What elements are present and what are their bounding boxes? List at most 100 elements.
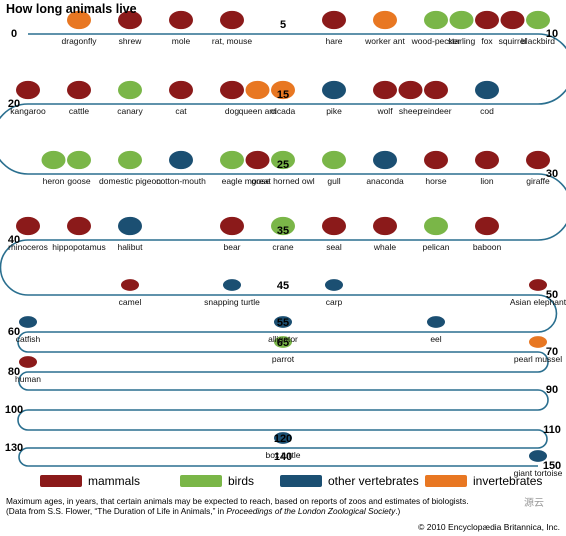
animal-label-shrew: shrew [118,36,142,46]
animal-icon-giraffe [526,150,550,170]
animal-label-hare: hare [325,36,343,46]
animal-label-catfish: catfish [15,334,41,344]
animal-icon-pelican [424,216,448,236]
animal-label-asian-elephant: Asian elephant [509,297,566,307]
year-marker-60: 60 [7,326,21,338]
legend-label-invertebrates: invertebrates [473,474,543,488]
year-marker-5: 5 [279,19,287,31]
animal-label-rhinoceros: rhinoceros [8,242,48,252]
animal-label-whale: whale [373,242,397,252]
animal-label-halibut: halibut [117,242,143,252]
year-marker-45: 45 [276,280,290,292]
year-marker-20: 20 [7,98,21,110]
animal-label-alligator: alligator [268,334,298,344]
animal-label-bear: bear [223,242,241,252]
legend: mammals birds other vertebrates inverteb… [40,474,560,490]
animal-icon-giant-tortoise [529,450,547,462]
animal-label-kangaroo: kangaroo [10,106,46,116]
animal-icon-eagle [220,150,244,170]
animal-label-mole: mole [171,36,191,46]
animal-icon-fox [475,10,499,30]
animal-label-squirrel: squirrel [498,36,527,46]
animal-label-gull: gull [327,176,341,186]
animal-icon-mole [169,10,193,30]
animal-icon-eel [427,316,445,328]
animal-label-crane: crane [272,242,294,252]
legend-item-other-vertebrates: other vertebrates [280,474,419,488]
animal-label-camel: camel [118,297,142,307]
legend-item-birds: birds [180,474,254,488]
animal-icon-hippopotamus [67,216,91,236]
animal-icon-anaconda [373,150,397,170]
animal-icon-cicada [271,80,295,100]
year-marker-65: 65 [276,337,290,349]
year-marker-55: 55 [276,317,290,329]
animal-icon-pike [322,80,346,100]
animal-icon-horse [424,150,448,170]
animal-icon-carp [325,279,343,291]
year-marker-35: 35 [276,225,290,237]
animal-icon-blackbird [526,10,550,30]
year-marker-15: 15 [276,89,290,101]
animal-icon-domestic-pigeon [118,150,142,170]
animal-icon-wolf [373,80,397,100]
legend-label-mammals: mammals [88,474,141,488]
animal-label-moose: moose [244,176,271,186]
animal-icon-cattle [67,80,91,100]
year-marker-25: 25 [276,159,290,171]
animal-icon-canary [118,80,142,100]
year-marker-30: 30 [545,168,559,180]
animal-label-hippopotamus: hippopotamus [52,242,106,252]
animal-icon-snapping-turtle [223,279,241,291]
legend-swatch-mammals [40,475,82,487]
animal-icon-whale [373,216,397,236]
animal-icon-goose [67,150,91,170]
animal-label-cotton-mouth: cotton-mouth [156,176,206,186]
animal-icon-heron [41,150,66,170]
animal-label-anaconda: anaconda [366,176,404,186]
animal-icon-hare [322,10,346,30]
track-line [0,33,566,467]
year-marker-150: 150 [542,460,562,472]
animal-icon-lion [475,150,499,170]
year-marker-70: 70 [545,346,559,358]
animal-icon-shrew [118,10,142,30]
animal-icon-pearl-mussel [529,336,547,348]
legend-item-invertebrates: invertebrates [425,474,542,488]
animal-label-giant-tortoise: giant tortoise [513,468,563,478]
year-marker-120: 120 [273,433,293,445]
animal-label-heron: heron [42,176,65,186]
animal-icon-queen-ant [245,80,270,100]
animal-icon-catfish [19,316,37,328]
animal-label-great-horned-owl: great horned owl [251,176,315,186]
year-marker-110: 110 [543,424,561,436]
animal-icon-worker-ant [373,10,397,30]
animal-label-lion: lion [480,176,494,186]
animal-icon-gull [322,150,346,170]
animal-icon-kangaroo [16,80,40,100]
animal-label-reindeer: reindeer [420,106,452,116]
figure-caption: Maximum ages, in years, that certain ani… [6,496,546,516]
animal-icon-cod [475,80,499,100]
animal-icon-rhinoceros [16,216,40,236]
animal-label-rat-mouse: rat, mouse [211,36,253,46]
year-marker-130: 130 [4,442,24,454]
year-marker-10: 10 [545,28,559,40]
animal-icon-dragonfly [67,10,91,30]
animal-icon-halibut [118,216,142,236]
animal-icon-baboon [475,216,499,236]
animal-label-canary: canary [117,106,143,116]
animal-icon-crane [271,216,295,236]
animal-label-cod: cod [480,106,494,116]
animal-icon-rat-mouse [220,10,244,30]
animal-label-snapping-turtle: snapping turtle [204,297,260,307]
animal-icon-bear [220,216,244,236]
animal-label-eagle: eagle [221,176,243,186]
legend-swatch-other-vertebrates [280,475,322,487]
caption-prefix: (Data from S.S. Flower, “The Duration of… [6,506,227,516]
animal-label-cicada: cicada [270,106,296,116]
year-marker-140: 140 [273,451,293,463]
year-marker-100: 100 [4,404,24,416]
year-marker-90: 90 [545,384,559,396]
